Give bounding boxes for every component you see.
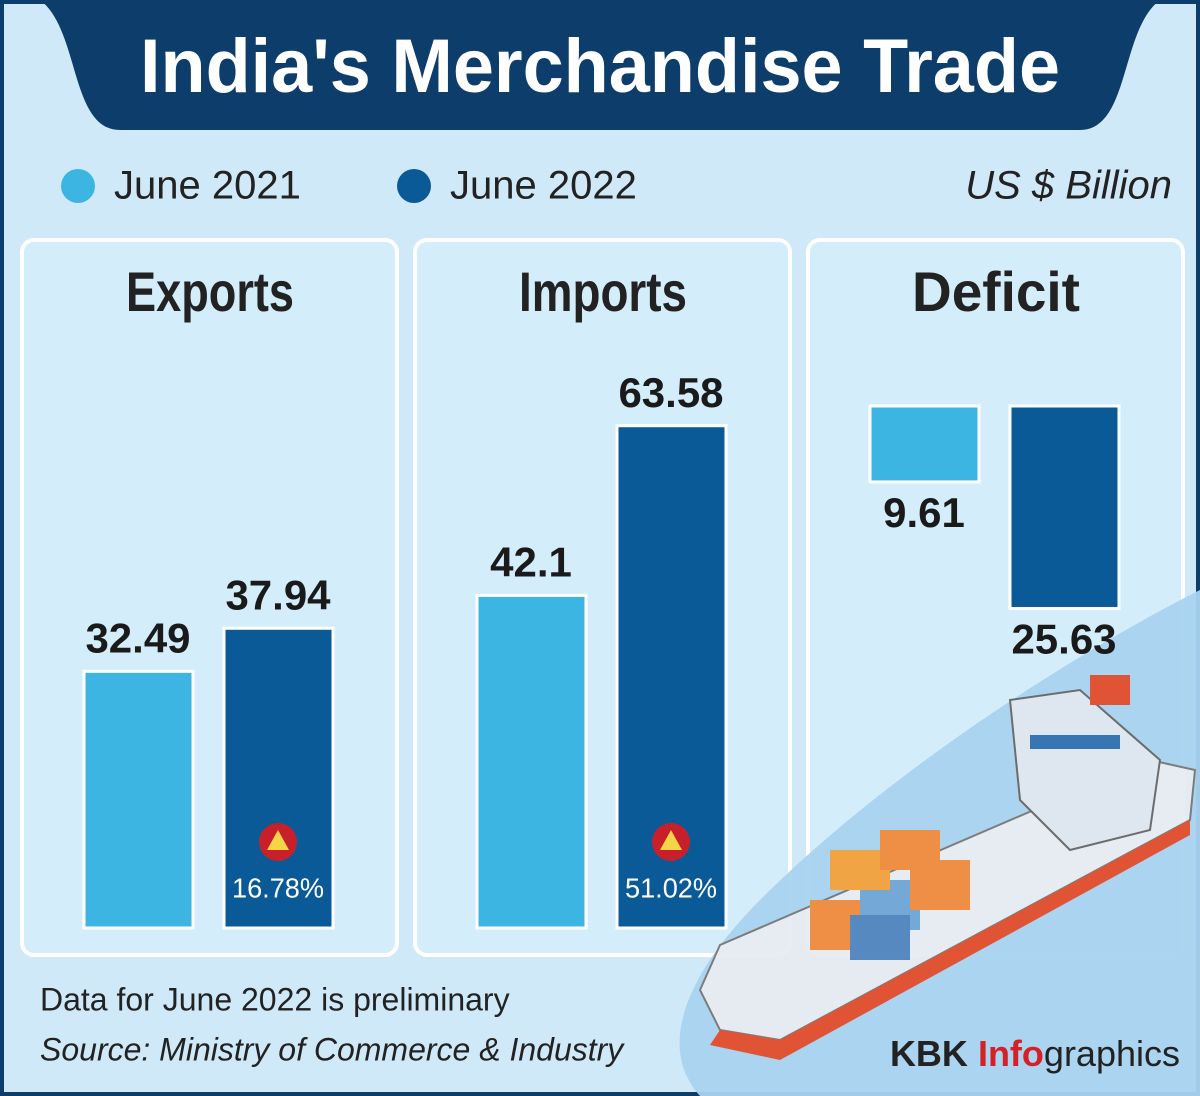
credit-brand: KBK [890, 1033, 968, 1074]
panel [20, 238, 399, 957]
panel-title: Deficit [912, 260, 1080, 323]
bar [475, 593, 588, 930]
bar [1008, 404, 1121, 610]
credit-rest: graphics [1044, 1033, 1180, 1074]
bar [222, 626, 335, 930]
legend-label: June 2022 [450, 164, 637, 208]
funnel [1090, 675, 1130, 705]
title: India's Merchandise Trade [140, 24, 1060, 109]
windows [1030, 735, 1120, 749]
value-label: 25.63 [1011, 616, 1116, 663]
change-arrow [660, 830, 682, 850]
value-label: 9.61 [883, 489, 965, 536]
title-banner [40, 0, 1160, 130]
note: Data for June 2022 is preliminary [40, 981, 510, 1017]
credit: KBK Infographics [890, 1033, 1180, 1074]
value-label: 37.94 [225, 571, 331, 618]
panel [413, 238, 792, 957]
legend-swatch [397, 169, 431, 203]
change-label: 16.78% [232, 872, 324, 903]
value-label: 63.58 [618, 369, 723, 416]
value-label: 42.1 [490, 539, 572, 586]
bridge [1008, 688, 1162, 852]
change-label: 51.02% [625, 872, 717, 903]
bar [82, 669, 195, 930]
panel-title: Imports [519, 260, 687, 323]
legend-label: June 2021 [114, 164, 301, 208]
source: Source: Ministry of Commerce & Industry [40, 1031, 625, 1067]
value-label: 32.49 [85, 614, 190, 661]
legend-swatch [61, 169, 95, 203]
credit-highlight: Info [978, 1033, 1044, 1074]
bar [868, 404, 981, 484]
ship [679, 590, 1200, 1096]
change-arrow [267, 830, 289, 850]
panel-title: Exports [126, 260, 294, 323]
unit: US $ Billion [965, 164, 1172, 208]
containers [810, 830, 970, 960]
